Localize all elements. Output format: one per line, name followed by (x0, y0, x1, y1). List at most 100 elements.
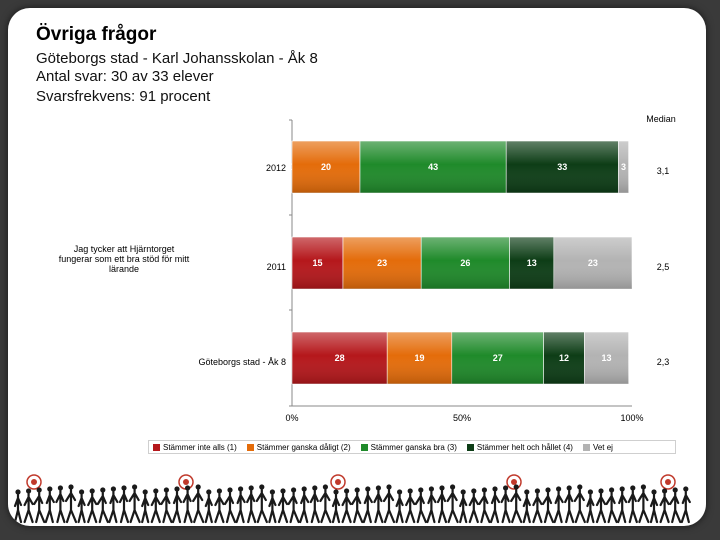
person-figure (280, 488, 286, 494)
legend-label: Stämmer ganska dåligt (2) (256, 442, 351, 452)
person-figure (322, 484, 328, 490)
person-figure (460, 489, 466, 495)
person-figure (77, 493, 86, 524)
person-figure (489, 490, 501, 524)
data-label: 13 (601, 353, 611, 363)
person-figure (47, 486, 53, 492)
person-figure (214, 492, 225, 524)
person-figure (513, 484, 519, 490)
footer-people-decoration (13, 474, 691, 524)
person-figure (669, 491, 682, 524)
person-figure (108, 490, 119, 524)
person-figure (238, 486, 244, 492)
x-tick-label: 100% (620, 413, 643, 423)
legend-item: Stämmer ganska dåligt (2) (246, 442, 351, 452)
bar-segment-shade (506, 141, 619, 193)
stacked-bar-chart: Median0204333320123,1152326132320112,528… (198, 114, 675, 423)
person-figure (36, 487, 42, 493)
person-figure (637, 488, 650, 524)
data-label: 19 (414, 353, 424, 363)
person-figure (365, 486, 371, 492)
person-figure (553, 490, 564, 524)
median-value: 3,1 (657, 166, 670, 176)
data-label: 28 (335, 353, 345, 363)
person-figure (418, 487, 424, 493)
person-figure (192, 488, 205, 524)
person-figure (299, 490, 310, 524)
person-figure (121, 485, 127, 491)
legend-swatch (153, 443, 160, 451)
person-figure (609, 487, 615, 493)
person-figure (174, 486, 180, 492)
bar-segment-shade (292, 141, 360, 193)
person-figure (171, 490, 183, 524)
slide-card: Övriga frågor Göteborgs stad - Karl Joha… (8, 8, 706, 526)
bar-segment-shade (292, 237, 343, 289)
person-figure (556, 486, 562, 492)
person-figure (426, 490, 437, 524)
person-figure (312, 485, 318, 491)
person-figure (532, 492, 543, 524)
person-figure (510, 488, 523, 524)
target-icon (31, 479, 37, 485)
legend-swatch (246, 443, 254, 451)
data-label: 33 (557, 162, 567, 172)
person-figure (235, 490, 246, 524)
x-tick-label: 50% (453, 413, 471, 423)
person-figure (436, 489, 448, 524)
person-figure (446, 488, 459, 524)
legend-label: Stämmer helt och hållet (4) (476, 442, 573, 452)
chart-legend: Stämmer inte alls (1) Stämmer ganska dåli… (148, 440, 676, 454)
person-figure (351, 491, 364, 524)
person-figure (89, 488, 95, 494)
person-figure (118, 489, 130, 524)
person-figure (598, 488, 604, 494)
legend-swatch (466, 443, 474, 451)
data-label: 23 (377, 258, 387, 268)
legend-item: Vet ej (582, 443, 613, 452)
person-figure (683, 486, 689, 492)
person-figure (87, 492, 98, 524)
person-figure (659, 492, 670, 524)
person-figure (566, 485, 572, 491)
person-figure (586, 493, 595, 524)
person-figure (617, 490, 628, 524)
person-figure (362, 490, 373, 524)
data-label: 20 (321, 162, 331, 172)
responses-subtitle: Antal svar: 30 av 33 elever (36, 68, 214, 85)
person-figure (15, 489, 21, 495)
page-title: Övriga frågor (36, 24, 157, 45)
data-label: 13 (527, 258, 537, 268)
response-rate-subtitle: Svarsfrekvens: 91 procent (36, 88, 211, 105)
target-icon (335, 479, 341, 485)
person-figure (651, 489, 657, 495)
person-figure (204, 493, 213, 524)
person-figure (185, 485, 191, 491)
bar-segment-shade (451, 332, 544, 384)
median-value: 2,3 (657, 357, 670, 367)
person-figure (110, 486, 116, 492)
data-label: 3 (621, 162, 626, 172)
person-figure (373, 489, 384, 524)
person-figure (153, 488, 159, 494)
person-figure (605, 491, 618, 524)
person-figure (344, 488, 350, 494)
person-figure (640, 484, 647, 490)
person-figure (459, 493, 468, 524)
person-figure (55, 489, 66, 524)
bar-segment-shade (509, 237, 554, 289)
person-figure (277, 492, 289, 524)
person-figure (268, 493, 277, 524)
person-figure (397, 489, 403, 495)
person-figure (405, 492, 416, 524)
person-figure (630, 485, 636, 491)
category-label: 2012 (266, 163, 286, 173)
person-figure (248, 485, 254, 491)
person-figure (333, 489, 339, 495)
person-figure (128, 488, 141, 524)
person-figure (96, 491, 109, 524)
person-figure (216, 488, 222, 494)
person-figure (468, 492, 479, 524)
person-figure (492, 486, 498, 492)
legend-item: Stämmer ganska bra (3) (360, 443, 457, 452)
